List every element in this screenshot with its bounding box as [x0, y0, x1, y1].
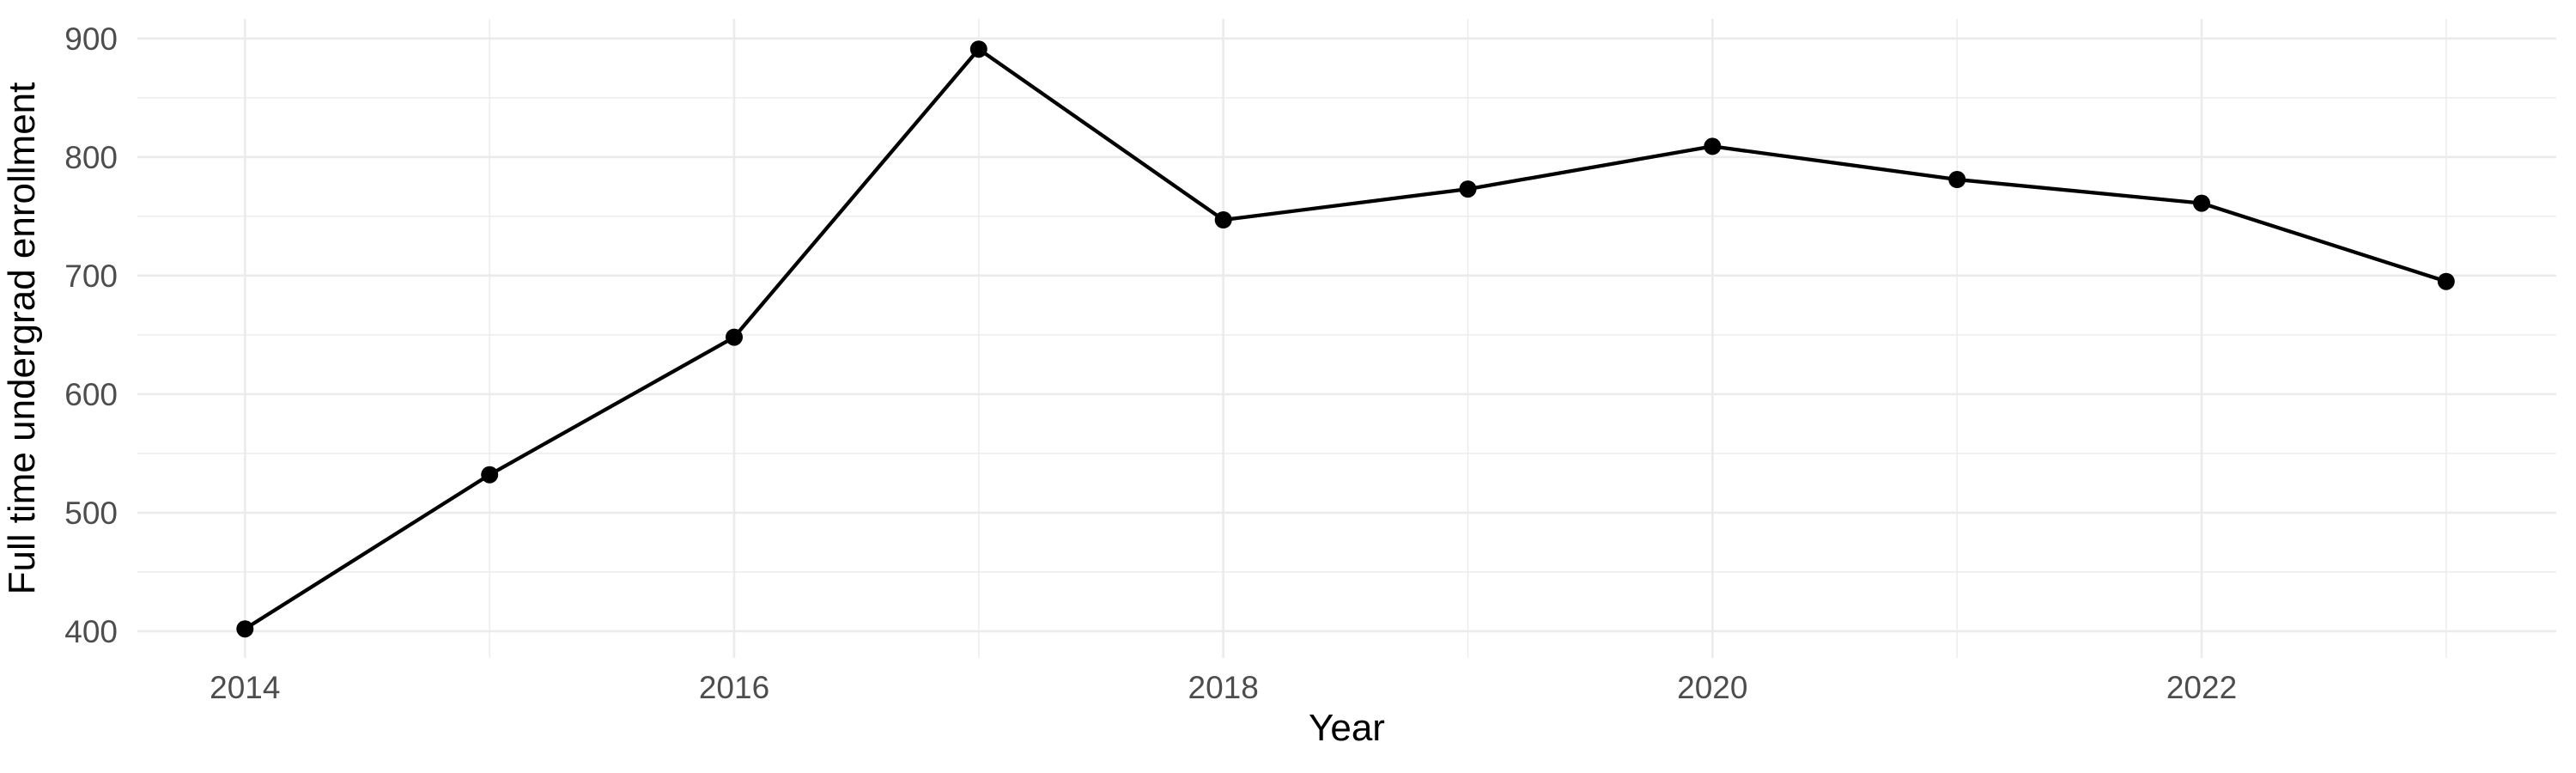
data-point — [1704, 137, 1722, 155]
data-point — [2193, 194, 2210, 212]
enrollment-series — [236, 40, 2455, 638]
data-point — [726, 328, 743, 346]
y-axis-tick-labels: 400 500 600 700 800 900 — [64, 21, 118, 649]
y-tick-label: 500 — [64, 496, 118, 531]
enrollment-trend-line — [243, 47, 2448, 631]
data-point — [236, 620, 254, 638]
minor-gridlines — [137, 19, 2556, 658]
data-point — [1948, 171, 1966, 188]
y-tick-label: 600 — [64, 377, 118, 412]
data-point — [1214, 211, 1232, 228]
y-tick-label: 700 — [64, 259, 118, 294]
major-gridlines — [137, 19, 2556, 658]
y-axis-title: Full time undergrad enrollment — [1, 82, 43, 595]
y-tick-label: 800 — [64, 140, 118, 175]
x-tick-label: 2016 — [699, 670, 769, 705]
x-tick-label: 2014 — [210, 670, 280, 705]
data-point — [481, 466, 499, 484]
x-axis-title: Year — [1309, 707, 1385, 749]
x-tick-label: 2020 — [1677, 670, 1747, 705]
x-tick-label: 2022 — [2166, 670, 2237, 705]
data-point — [2437, 272, 2455, 290]
y-tick-label: 400 — [64, 614, 118, 649]
x-axis-tick-labels: 2014 2016 2018 2020 2022 — [210, 670, 2237, 705]
data-point — [969, 40, 987, 58]
data-point — [1459, 180, 1477, 198]
y-tick-label: 900 — [64, 21, 118, 57]
x-tick-label: 2018 — [1188, 670, 1259, 705]
